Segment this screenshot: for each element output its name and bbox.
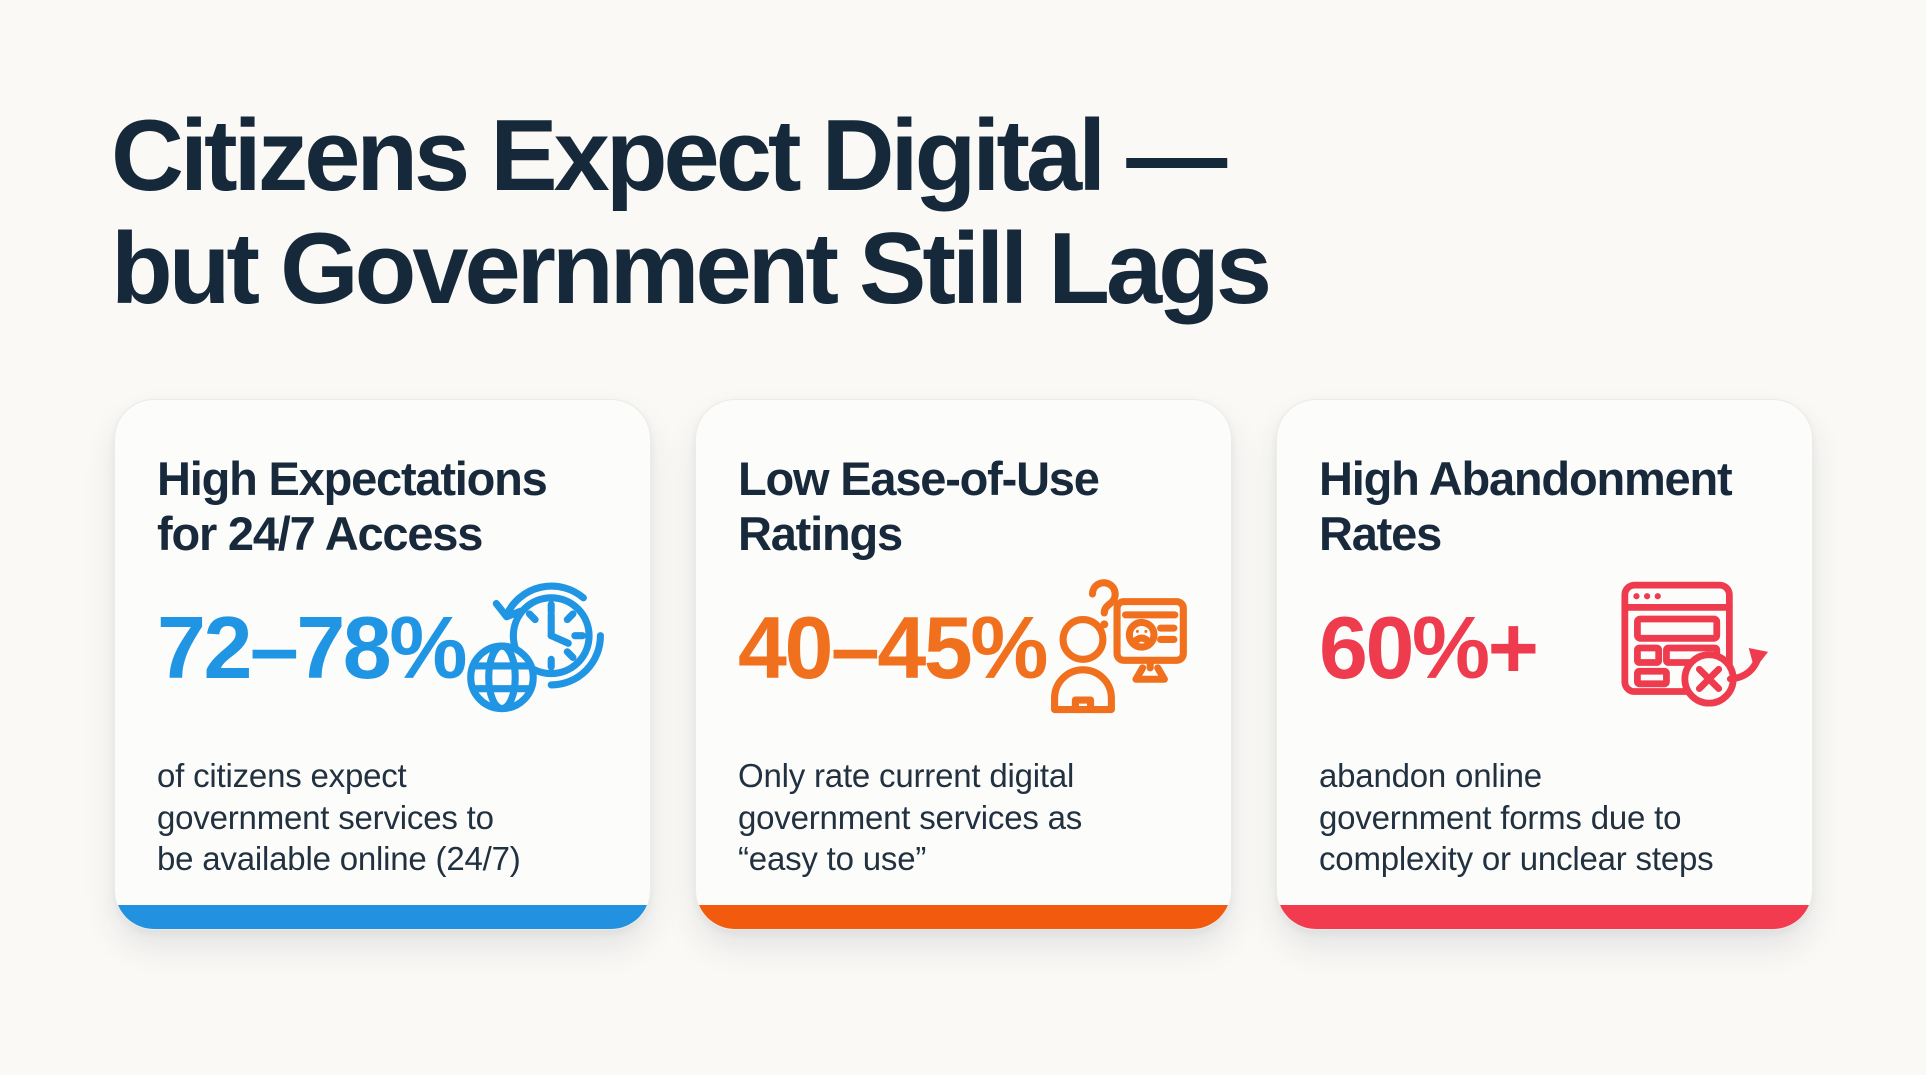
- card-high-abandonment: High Abandonment Rates 60%+: [1276, 399, 1813, 930]
- card-accent-bar: [696, 905, 1231, 929]
- card-low-ease-of-use: Low Ease-of-Use Ratings 40–45%: [695, 399, 1232, 930]
- stat-row: 40–45%: [738, 573, 1189, 723]
- card-accent-bar: [1277, 905, 1812, 929]
- stat-value: 72–78%: [157, 598, 467, 697]
- card-description: Only rate current digital government ser…: [738, 757, 1083, 877]
- abandoned-form-icon: [1620, 578, 1770, 718]
- confused-user-monitor-icon: [1047, 573, 1189, 723]
- card-heading: Low Ease-of-Use Ratings: [738, 452, 1100, 560]
- stat-value: 40–45%: [738, 598, 1048, 697]
- card-accent-bar: [115, 905, 650, 929]
- stat-cards-row: High Expectations for 24/7 Access 72–78%: [114, 399, 1813, 930]
- globe-clock-icon: [466, 573, 608, 723]
- card-description: abandon online government forms due to c…: [1319, 757, 1714, 877]
- card-heading: High Abandonment Rates: [1319, 452, 1733, 560]
- stat-row: 60%+: [1319, 573, 1770, 723]
- stat-value: 60%+: [1319, 598, 1539, 697]
- stat-row: 72–78%: [157, 573, 608, 723]
- card-heading: High Expectations for 24/7 Access: [157, 452, 548, 560]
- page-title: Citizens Expect Digital — but Government…: [111, 100, 1272, 325]
- card-description: of citizens expect government services t…: [157, 757, 521, 877]
- card-high-expectations: High Expectations for 24/7 Access 72–78%: [114, 399, 651, 930]
